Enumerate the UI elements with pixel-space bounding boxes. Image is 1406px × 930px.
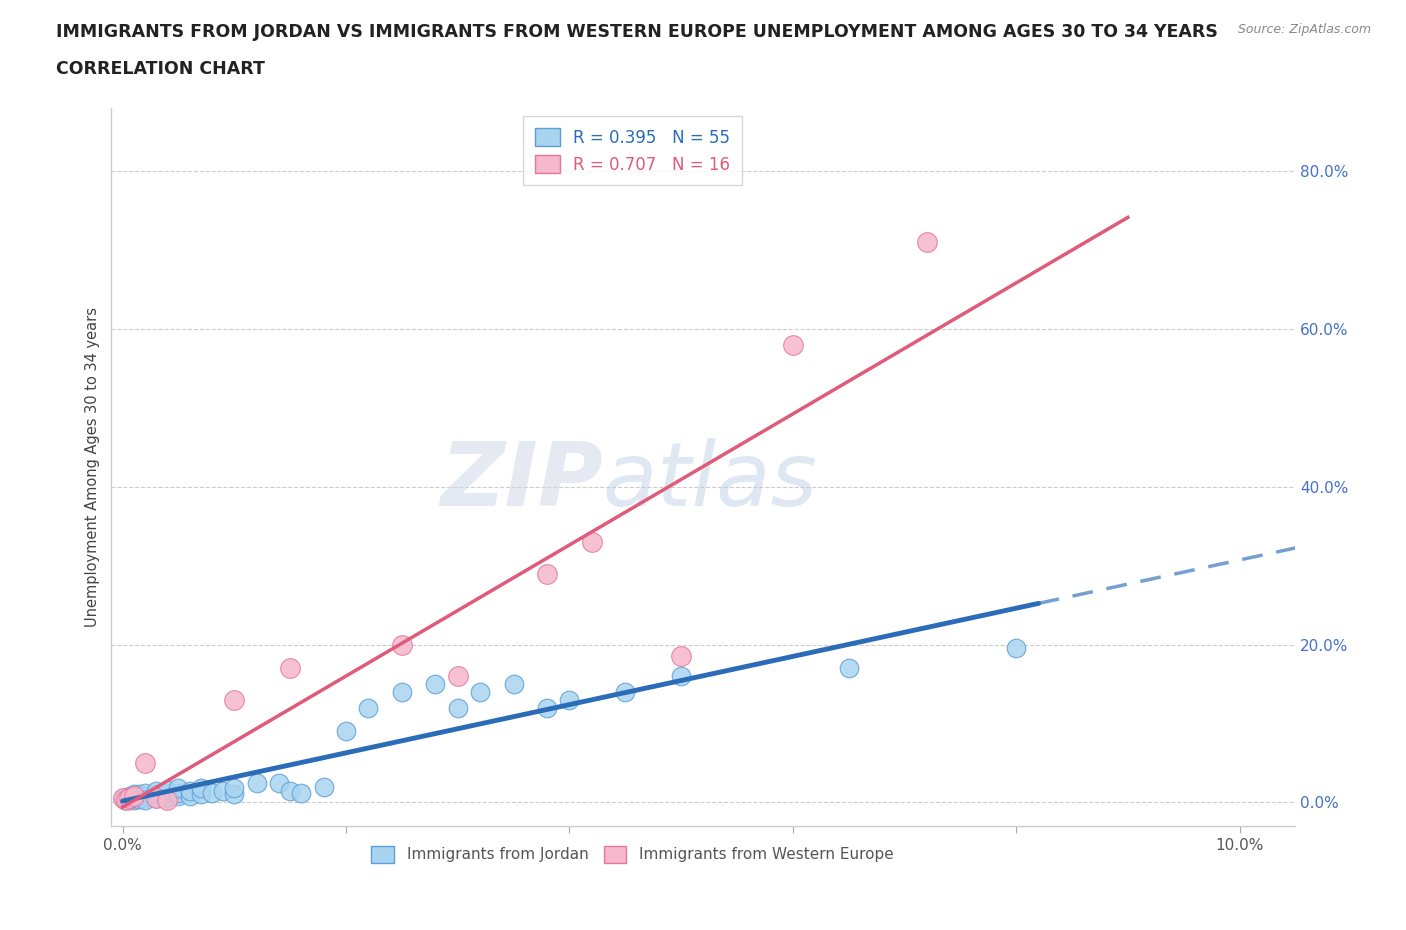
Point	[121, 790, 143, 805]
Point	[335, 724, 357, 738]
Point	[357, 700, 380, 715]
Text: ZIP: ZIP	[440, 438, 603, 525]
Point	[145, 783, 167, 798]
Point	[134, 790, 156, 805]
Point	[391, 684, 413, 699]
Point	[128, 791, 150, 806]
Point	[312, 779, 335, 794]
Point	[1005, 641, 1028, 656]
Point	[156, 792, 179, 807]
Point	[122, 792, 145, 807]
Point	[179, 783, 201, 798]
Point	[118, 790, 141, 805]
Point	[267, 776, 290, 790]
Point	[134, 755, 156, 770]
Point	[122, 787, 145, 802]
Point	[134, 792, 156, 807]
Text: IMMIGRANTS FROM JORDAN VS IMMIGRANTS FROM WESTERN EUROPE UNEMPLOYMENT AMONG AGES: IMMIGRANTS FROM JORDAN VS IMMIGRANTS FRO…	[56, 23, 1218, 41]
Point	[581, 535, 603, 550]
Point	[391, 637, 413, 652]
Point	[167, 780, 190, 795]
Text: atlas: atlas	[603, 438, 818, 525]
Point	[290, 786, 312, 801]
Legend: Immigrants from Jordan, Immigrants from Western Europe: Immigrants from Jordan, Immigrants from …	[366, 840, 900, 869]
Point	[782, 338, 804, 352]
Point	[224, 780, 246, 795]
Point	[111, 790, 134, 805]
Point	[536, 700, 558, 715]
Point	[156, 789, 179, 804]
Text: Source: ZipAtlas.com: Source: ZipAtlas.com	[1237, 23, 1371, 36]
Point	[468, 684, 491, 699]
Point	[167, 789, 190, 804]
Point	[128, 787, 150, 802]
Point	[111, 790, 134, 805]
Point	[536, 566, 558, 581]
Point	[447, 700, 470, 715]
Point	[156, 790, 179, 805]
Point	[502, 676, 524, 691]
Point	[201, 786, 224, 801]
Point	[179, 789, 201, 804]
Y-axis label: Unemployment Among Ages 30 to 34 years: Unemployment Among Ages 30 to 34 years	[86, 307, 100, 627]
Point	[915, 234, 938, 249]
Point	[558, 692, 581, 707]
Point	[425, 676, 447, 691]
Point	[278, 783, 301, 798]
Point	[669, 669, 692, 684]
Point	[134, 789, 156, 804]
Point	[212, 783, 235, 798]
Point	[115, 790, 138, 805]
Point	[145, 787, 167, 802]
Point	[122, 789, 145, 804]
Point	[167, 786, 190, 801]
Point	[156, 786, 179, 801]
Point	[614, 684, 637, 699]
Point	[120, 789, 142, 804]
Point	[145, 790, 167, 805]
Point	[115, 792, 138, 807]
Point	[122, 790, 145, 805]
Point	[156, 782, 179, 797]
Point	[669, 649, 692, 664]
Point	[838, 661, 860, 676]
Point	[145, 790, 167, 805]
Text: CORRELATION CHART: CORRELATION CHART	[56, 60, 266, 78]
Point	[190, 780, 212, 795]
Point	[224, 692, 246, 707]
Point	[190, 787, 212, 802]
Point	[246, 776, 269, 790]
Point	[118, 792, 141, 807]
Point	[134, 786, 156, 801]
Point	[125, 790, 148, 805]
Point	[127, 789, 149, 804]
Point	[114, 792, 136, 807]
Point	[117, 790, 139, 804]
Point	[447, 669, 470, 684]
Point	[115, 791, 138, 806]
Point	[278, 661, 301, 676]
Point	[224, 787, 246, 802]
